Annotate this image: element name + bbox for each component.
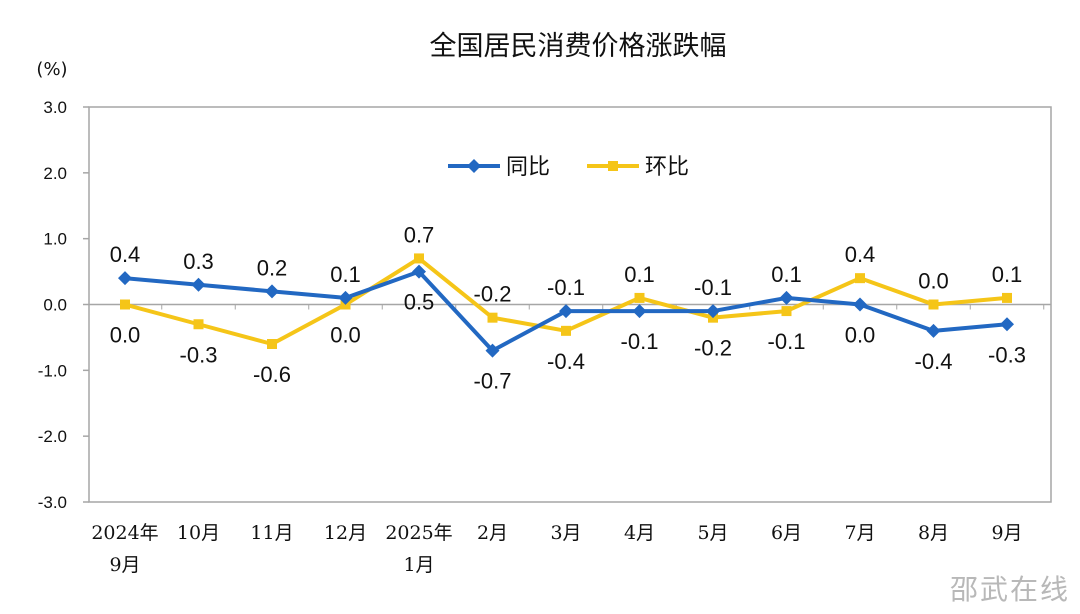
y-tick-label: -1.0 <box>38 361 67 380</box>
data-label-yoy: 0.4 <box>110 242 141 267</box>
data-point-yoy <box>779 290 794 305</box>
x-tick-label: 2024年 <box>91 522 158 544</box>
data-label-mom: 0.1 <box>624 262 655 287</box>
data-label-yoy: 0.5 <box>404 290 435 315</box>
data-point-mom <box>193 319 204 330</box>
data-point-yoy <box>559 304 573 319</box>
x-tick-label: 10月 <box>177 522 220 544</box>
data-label-yoy: -0.7 <box>474 369 512 394</box>
x-tick-label: 8月 <box>918 522 949 544</box>
y-tick-label: -3.0 <box>38 493 67 512</box>
data-point-yoy <box>632 304 647 319</box>
data-point-mom <box>487 312 498 323</box>
data-labels: 0.4 0.3 0.2 0.1 0.5 -0.7 -0.1 -0.1 -0.1 0.1 0.0 -0.… <box>110 222 1026 393</box>
x-tick-label: 1月 <box>403 554 434 576</box>
x-tick-label: 2025年 <box>385 522 452 544</box>
x-tick-label: 7月 <box>844 522 875 544</box>
legend-marker-mom <box>608 161 618 171</box>
x-tick-label: 2月 <box>477 522 508 544</box>
x-tick-label: 5月 <box>697 522 728 544</box>
data-label-mom: 0.4 <box>845 242 876 267</box>
data-point-yoy <box>706 304 720 319</box>
data-point-mom <box>855 273 865 284</box>
data-label-yoy: 0.3 <box>183 249 214 274</box>
data-label-mom: -0.2 <box>694 336 732 361</box>
data-label-mom: 0.7 <box>404 222 435 247</box>
y-tick-label: 2.0 <box>43 164 67 183</box>
x-tick-label: 9月 <box>109 554 140 576</box>
data-label-mom: -0.2 <box>474 282 512 307</box>
data-label-mom: -0.4 <box>547 349 585 374</box>
watermark: 邵武在线 <box>949 573 1070 606</box>
data-point-yoy <box>191 277 206 292</box>
y-tick-label: 1.0 <box>43 230 67 249</box>
data-label-yoy: 0.0 <box>845 323 876 348</box>
data-label-yoy: 0.1 <box>330 262 361 287</box>
data-point-mom <box>1002 292 1012 303</box>
data-label-yoy: -0.3 <box>988 342 1026 367</box>
data-point-yoy <box>485 343 500 358</box>
data-label-mom: 0.0 <box>918 269 949 294</box>
data-label-mom: 0.1 <box>992 262 1023 287</box>
data-point-mom <box>120 299 130 310</box>
data-label-mom: -0.6 <box>253 362 291 387</box>
x-tick-label: 4月 <box>624 522 655 544</box>
data-label-yoy: 0.1 <box>771 262 802 287</box>
x-tick-label: 12月 <box>324 522 367 544</box>
x-tick-label: 11月 <box>250 522 293 544</box>
y-tick-label: -2.0 <box>38 427 67 446</box>
series-layer <box>118 253 1014 358</box>
data-point-yoy <box>853 297 867 312</box>
data-point-yoy <box>1000 317 1014 332</box>
x-tick-label: 3月 <box>550 522 581 544</box>
data-point-yoy <box>265 284 279 299</box>
legend: 同比 环比 <box>448 155 689 180</box>
data-label-mom: 0.0 <box>330 323 361 348</box>
data-point-yoy <box>338 290 353 305</box>
data-point-mom <box>634 292 645 303</box>
x-tick-label: 9月 <box>991 522 1022 544</box>
y-axis: 3.0 2.0 1.0 0.0 -1.0 -2.0 -3.0 <box>38 98 1051 512</box>
data-label-yoy: 0.2 <box>257 255 288 280</box>
y-tick-label: 3.0 <box>43 98 67 117</box>
legend-label-mom: 环比 <box>645 155 689 180</box>
data-point-mom <box>781 306 792 317</box>
legend-marker-yoy <box>467 159 481 173</box>
chart-title: 全国居民消费价格涨跌幅 <box>430 31 727 62</box>
legend-label-yoy: 同比 <box>506 155 550 180</box>
data-point-mom <box>928 299 939 310</box>
data-label-yoy: -0.1 <box>621 329 659 354</box>
data-point-mom <box>561 325 571 336</box>
data-label-yoy: -0.4 <box>915 349 953 374</box>
data-point-yoy <box>412 264 426 279</box>
data-point-yoy <box>118 271 132 286</box>
y-tick-label: 0.0 <box>43 296 67 315</box>
data-label-mom: -0.3 <box>180 342 218 367</box>
x-axis: 2024年 9月 10月 11月 12月 2025年 1月 2月 3月 4月 5月 6月 7月 8月 9月 <box>91 304 1045 576</box>
data-point-mom <box>267 339 277 349</box>
data-label-mom: 0.0 <box>110 323 141 348</box>
x-tick-label: 6月 <box>771 522 802 544</box>
data-point-yoy <box>926 323 941 338</box>
data-label-yoy: -0.1 <box>694 275 732 300</box>
data-label-yoy: -0.1 <box>547 275 585 300</box>
data-label-mom: -0.1 <box>768 329 806 354</box>
data-point-mom <box>414 253 424 264</box>
y-axis-unit: (%) <box>36 59 67 80</box>
